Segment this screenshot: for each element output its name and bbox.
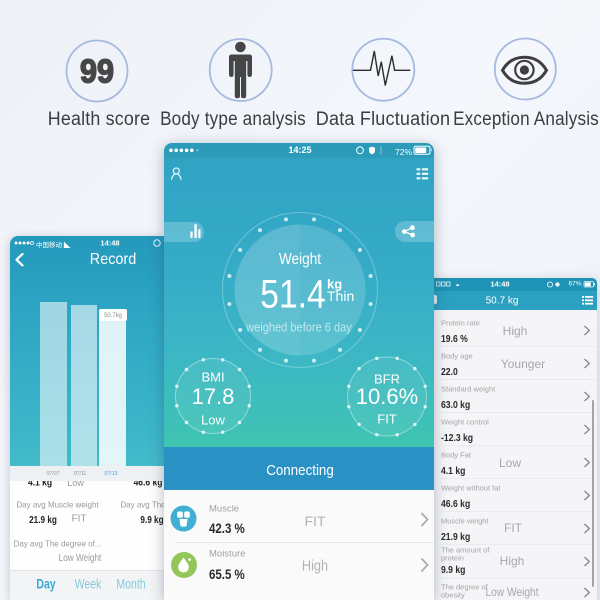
svg-text:99: 99 <box>80 53 114 90</box>
